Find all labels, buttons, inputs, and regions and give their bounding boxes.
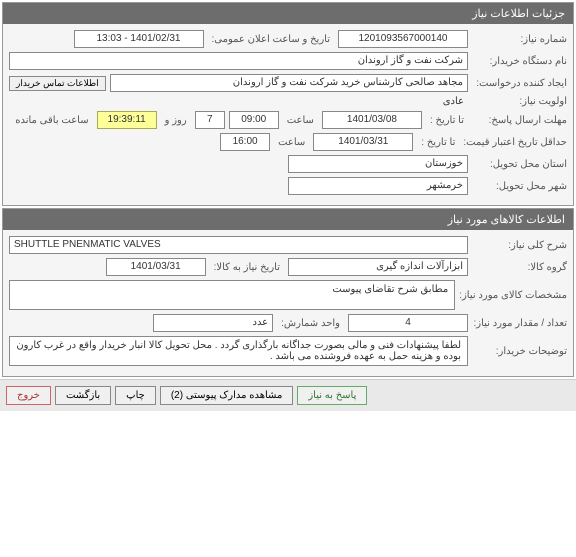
row-priority: اولویت نیاز: عادی [9,96,567,107]
priority-value: عادی [443,96,468,107]
spec-field: مطابق شرح تقاضای پیوست [9,280,455,310]
exit-button[interactable]: خروج [6,386,51,405]
requester-label: ایجاد کننده درخواست: [472,78,567,89]
city-field: خرمشهر [288,177,468,195]
row-buyer-notes: توضیحات خریدار: لطفا پیشنهادات فنی و مال… [9,336,567,366]
days-and-label: روز و [165,115,187,126]
row-buyer: نام دستگاه خریدار: شرکت نفت و گاز اروندا… [9,52,567,70]
announce-label: تاریخ و ساعت اعلان عمومی: [212,34,331,45]
need-date-field: 1401/03/31 [106,258,206,276]
panel1-header: جزئیات اطلاعات نیاز [3,3,573,24]
row-validity: حداقل تاریخ اعتبار قیمت: تا تاریخ : 1401… [9,133,567,151]
buyer-contact-button[interactable]: اطلاعات تماس خریدار [9,76,106,91]
deadline-date-field: 1401/03/08 [322,111,422,129]
announce-field: 1401/02/31 - 13:03 [74,30,204,48]
need-number-field: 1201093567000140 [338,30,468,48]
province-label: استان محل تحویل: [472,159,567,170]
back-button[interactable]: بازگشت [55,386,111,405]
buyer-notes-field: لطفا پیشنهادات فنی و مالی بصورت جداگانه … [9,336,468,366]
time-label-2: ساعت [278,137,305,148]
qty-label: تعداد / مقدار مورد نیاز: [472,318,567,329]
deadline-time-field: 09:00 [229,111,279,129]
to-date-label-1: تا تاریخ : [430,115,464,126]
validity-date-field: 1401/03/31 [313,133,413,151]
unit-field: عدد [153,314,273,332]
qty-field: 4 [348,314,468,332]
unit-label: واحد شمارش: [281,318,340,329]
group-label: گروه کالا: [472,262,567,273]
buyer-field: شرکت نفت و گاز اروندان [9,52,468,70]
need-details-panel: جزئیات اطلاعات نیاز شماره نیاز: 12010935… [2,2,574,206]
row-spec: مشخصات کالای مورد نیاز: مطابق شرح تقاضای… [9,280,567,310]
desc-label: شرح کلی نیاز: [472,240,567,251]
row-deadline: مهلت ارسال پاسخ: تا تاریخ : 1401/03/08 س… [9,111,567,129]
to-date-label-2: تا تاریخ : [421,137,455,148]
desc-field: SHUTTLE PNENMATIC VALVES [9,236,468,254]
priority-label: اولویت نیاز: [472,96,567,107]
validity-time-field: 16:00 [220,133,270,151]
time-label-1: ساعت [287,115,314,126]
panel2-header: اطلاعات کالاهای مورد نیاز [3,209,573,230]
buyer-notes-label: توضیحات خریدار: [472,346,567,357]
row-province: استان محل تحویل: خوزستان [9,155,567,173]
row-desc: شرح کلی نیاز: SHUTTLE PNENMATIC VALVES [9,236,567,254]
countdown-field: 19:39:11 [97,111,157,129]
goods-info-panel: اطلاعات کالاهای مورد نیاز شرح کلی نیاز: … [2,208,574,377]
row-requester: ایجاد کننده درخواست: مجاهد صالحی کارشناس… [9,74,567,92]
spec-label: مشخصات کالای مورد نیاز: [459,290,567,301]
button-row: پاسخ به نیاز مشاهده مدارک پیوستی (2) چاپ… [0,379,576,411]
panel1-body: شماره نیاز: 1201093567000140 تاریخ و ساع… [3,24,573,205]
city-label: شهر محل تحویل: [472,181,567,192]
buyer-label: نام دستگاه خریدار: [472,56,567,67]
attachments-button[interactable]: مشاهده مدارک پیوستی (2) [160,386,294,405]
deadline-label: مهلت ارسال پاسخ: [472,115,567,126]
requester-field: مجاهد صالحی کارشناس خرید شرکت نفت و گاز … [110,74,468,92]
need-date-label: تاریخ نیاز به کالا: [214,262,280,273]
group-field: ابزارآلات اندازه گیری [288,258,468,276]
row-qty: تعداد / مقدار مورد نیاز: 4 واحد شمارش: ع… [9,314,567,332]
row-city: شهر محل تحویل: خرمشهر [9,177,567,195]
need-number-label: شماره نیاز: [472,34,567,45]
respond-button[interactable]: پاسخ به نیاز [297,386,367,405]
panel2-body: شرح کلی نیاز: SHUTTLE PNENMATIC VALVES گ… [3,230,573,376]
remaining-label: ساعت باقی مانده [15,115,88,126]
row-group: گروه کالا: ابزارآلات اندازه گیری تاریخ ن… [9,258,567,276]
days-field: 7 [195,111,225,129]
province-field: خوزستان [288,155,468,173]
validity-label: حداقل تاریخ اعتبار قیمت: [463,137,567,148]
row-need-number: شماره نیاز: 1201093567000140 تاریخ و ساع… [9,30,567,48]
print-button[interactable]: چاپ [115,386,156,405]
